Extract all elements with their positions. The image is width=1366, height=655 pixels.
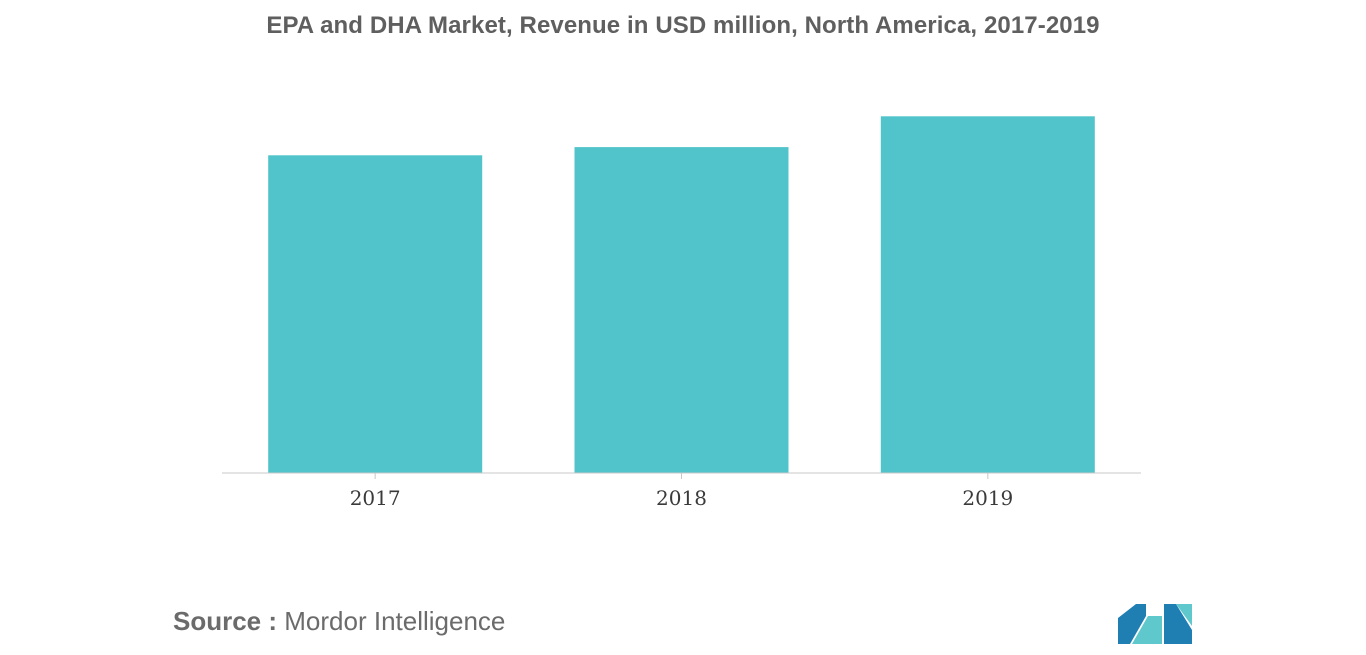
bar-2018 (574, 147, 789, 473)
bar-2019 (880, 116, 1095, 474)
source-key: Source : (173, 606, 278, 636)
x-tick-label-2017: 2017 (350, 486, 401, 510)
source-note: Source : Mordor Intelligence (173, 606, 505, 637)
mordor-intelligence-logo-icon (1118, 604, 1192, 644)
x-tick-label-2019: 2019 (962, 486, 1013, 510)
source-value: Mordor Intelligence (284, 606, 506, 636)
logo-left-shape (1118, 604, 1146, 644)
logo-mid-shape (1132, 616, 1162, 644)
logo-right-shape (1164, 604, 1192, 644)
bars-group (268, 116, 1095, 474)
x-ticks-group (374, 473, 989, 479)
logo-right-accent (1176, 604, 1192, 626)
bar-2017 (268, 155, 483, 474)
chart-title: EPA and DHA Market, Revenue in USD milli… (266, 12, 1100, 39)
x-tick-labels-group: 2017 2018 2019 (350, 486, 1014, 510)
x-tick-label-2018: 2018 (656, 486, 707, 510)
